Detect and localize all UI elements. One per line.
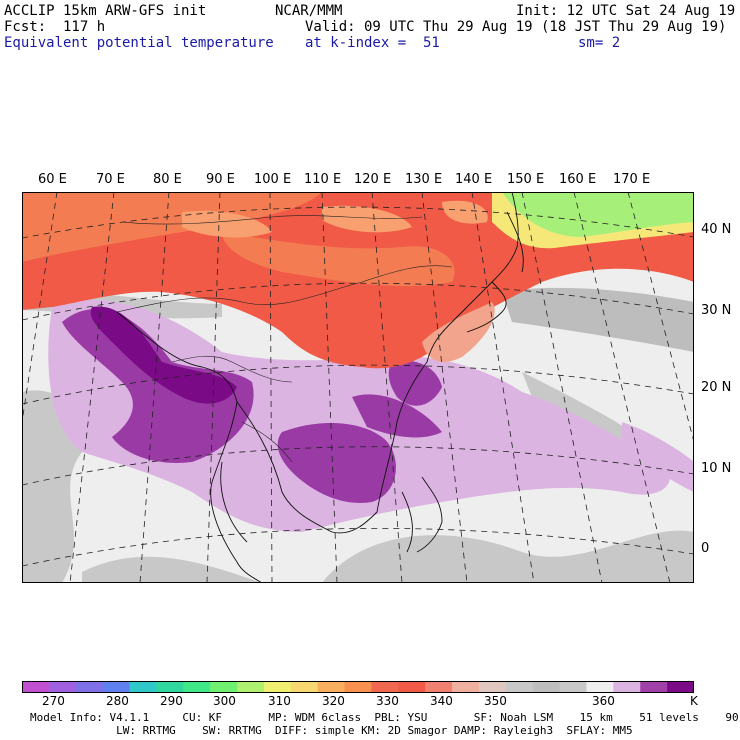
- lat-label: 40 N: [701, 222, 732, 237]
- colorbar-swatch: [22, 681, 50, 693]
- light-orange-field: [182, 210, 272, 238]
- grey-field: [82, 556, 262, 583]
- lon-label: 150 E: [507, 172, 545, 187]
- colorbar-swatch: [237, 681, 265, 693]
- model-info-line2: LW: RRTMG SW: RRTMG DIFF: simple KM: 2D …: [30, 724, 633, 737]
- colorbar-swatch: [452, 681, 480, 693]
- lon-label: 160 E: [559, 172, 597, 187]
- lon-label: 100 E: [254, 172, 292, 187]
- purple-field: [388, 360, 442, 406]
- model-title: ACCLIP 15km ARW-GFS init: [4, 3, 207, 19]
- colorbar-swatch: [478, 681, 507, 693]
- colorbar-tick-label: 310: [268, 694, 291, 708]
- model-info-line1: Model Info: V4.1.1 CU: KF MP: WDM 6class…: [30, 711, 740, 724]
- colorbar-swatch: [263, 681, 292, 693]
- lon-label: 140 E: [455, 172, 493, 187]
- colorbar-swatch: [532, 681, 561, 693]
- colorbar-tick-label: 290: [160, 694, 183, 708]
- lat-line-40: [22, 206, 694, 239]
- colorbar-swatch: [505, 681, 534, 693]
- lilac-field: [622, 422, 694, 492]
- theta-e-map: [22, 192, 694, 583]
- colorbar-tick-label: 350: [484, 694, 507, 708]
- purple-field: [62, 309, 254, 463]
- light-orange-field: [322, 205, 412, 233]
- colorbar-swatch: [156, 681, 184, 693]
- org-label: NCAR/MMM: [275, 3, 343, 19]
- colorbar-swatch: [317, 681, 346, 693]
- colorbar-swatch: [290, 681, 319, 693]
- purple-field: [352, 394, 442, 438]
- colorbar-tick-label: 270: [42, 694, 65, 708]
- green-field: [502, 192, 694, 237]
- lon-label: 90 E: [206, 172, 235, 187]
- lon-line: [22, 192, 58, 423]
- borders: [116, 215, 453, 463]
- lat-line-10: [22, 446, 694, 486]
- lon-label: 170 E: [613, 172, 651, 187]
- lilac-field: [48, 299, 670, 532]
- lat-label: 0: [701, 541, 710, 556]
- colorbar-tick-label: 330: [376, 694, 399, 708]
- smoothing-label: sm= 2: [578, 35, 621, 51]
- colorbar-swatch: [640, 681, 668, 693]
- orange-field: [222, 232, 455, 287]
- colorbar-swatch: [183, 681, 211, 693]
- lat-label: 30 N: [701, 303, 732, 318]
- colorbar-swatch: [559, 681, 587, 693]
- colorbar-frame: [22, 681, 694, 693]
- lat-label: 20 N: [701, 380, 732, 395]
- lon-label: 110 E: [304, 172, 342, 187]
- colorbar-tick-label: 320: [322, 694, 345, 708]
- lon-label: 130 E: [405, 172, 443, 187]
- coastlines: [116, 192, 524, 583]
- lon-label: 60 E: [38, 172, 67, 187]
- colorbar-swatch: [129, 681, 157, 693]
- colorbar-tick-label: 360: [592, 694, 615, 708]
- forecast-hour: Fcst: 117 h: [4, 19, 106, 35]
- colorbar-swatch: [398, 681, 426, 693]
- init-time: Init: 12 UTC Sat 24 Aug 19: [516, 3, 736, 19]
- colorbar-unit: K: [690, 694, 698, 708]
- grid: [22, 192, 694, 583]
- lon-label: 80 E: [153, 172, 182, 187]
- colorbar-tick-label: 340: [430, 694, 453, 708]
- field-name: Equivalent potential temperature: [4, 35, 274, 51]
- colorbar-swatch: [344, 681, 372, 693]
- colorbar-tick-label: 300: [213, 694, 236, 708]
- map-frame: [22, 192, 694, 583]
- purple-field: [277, 422, 396, 503]
- lat-line-0: [22, 527, 694, 567]
- colorbar-swatch: [75, 681, 104, 693]
- colorbar-swatch: [667, 681, 694, 693]
- grey-field: [502, 287, 694, 352]
- level-index: at k-index = 51: [305, 35, 440, 51]
- lat-line-30: [22, 282, 694, 321]
- colorbar: [22, 681, 694, 693]
- lat-line-20: [22, 364, 694, 405]
- grey-field: [322, 530, 694, 583]
- colorbar-swatch: [210, 681, 238, 693]
- colorbar-tick-label: 280: [106, 694, 129, 708]
- lon-label: 70 E: [96, 172, 125, 187]
- lon-label: 120 E: [354, 172, 392, 187]
- colorbar-swatch: [102, 681, 131, 693]
- dark-purple-field: [90, 306, 238, 404]
- colorbar-swatch: [586, 681, 614, 693]
- valid-time: Valid: 09 UTC Thu 29 Aug 19 (18 JST Thu …: [305, 19, 727, 35]
- lon-line: [573, 192, 671, 583]
- colorbar-swatch: [425, 681, 453, 693]
- colorbar-swatch: [613, 681, 641, 693]
- orange-field: [22, 192, 322, 262]
- lon-line: [521, 192, 603, 583]
- colorbar-swatch: [371, 681, 399, 693]
- colorbar-swatch: [48, 681, 77, 693]
- lat-label: 10 N: [701, 461, 732, 476]
